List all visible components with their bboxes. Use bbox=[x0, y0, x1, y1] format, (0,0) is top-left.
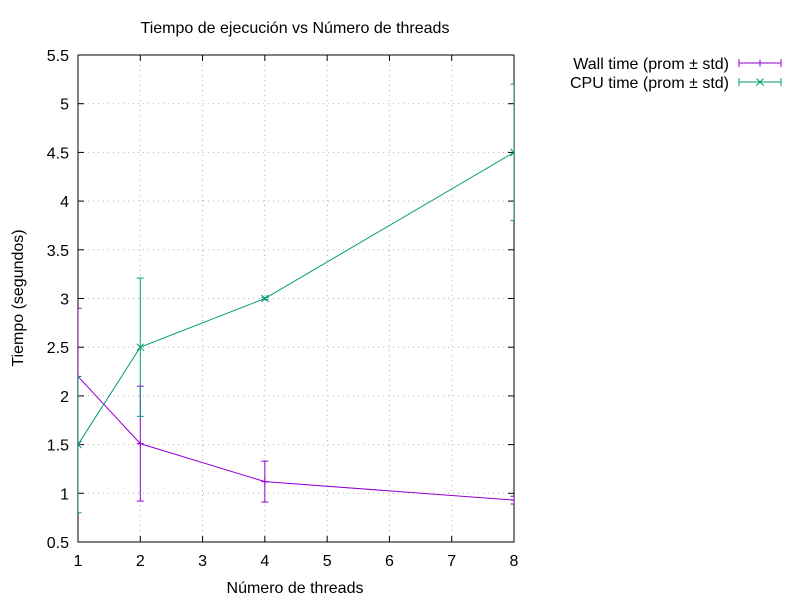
y-tick-label: 0.5 bbox=[47, 535, 69, 552]
marker-d2 bbox=[510, 151, 514, 157]
series-wall-time bbox=[78, 307, 514, 505]
legend-label: Wall time (prom ± std) bbox=[573, 56, 729, 73]
y-tick-label: 5.5 bbox=[47, 48, 69, 65]
marker-d2 bbox=[261, 294, 269, 303]
data-point bbox=[78, 440, 82, 449]
x-axis-title: Número de threads bbox=[227, 580, 364, 597]
y-axis-title: Tiempo (segundos) bbox=[10, 229, 27, 366]
y-tick-label: 1.5 bbox=[47, 438, 69, 455]
marker-d2 bbox=[136, 343, 145, 352]
error-bar bbox=[510, 495, 514, 505]
y-tick-label: 5 bbox=[60, 97, 69, 114]
error-bar bbox=[78, 375, 82, 514]
series-line bbox=[78, 151, 514, 445]
data-point bbox=[510, 496, 514, 504]
error-bar bbox=[510, 83, 514, 222]
series-cpu-time bbox=[78, 83, 514, 514]
legend: Wall time (prom ± std) CPU time (prom ± s… bbox=[570, 56, 782, 92]
grid bbox=[78, 55, 514, 542]
series-line bbox=[78, 376, 514, 501]
y-tick-label: 3 bbox=[60, 292, 69, 309]
x-tick-label: 6 bbox=[385, 553, 394, 570]
series bbox=[78, 83, 514, 514]
marker-d1 bbox=[78, 443, 82, 449]
x-tick-label: 7 bbox=[447, 553, 456, 570]
axis-ticks: 1 2 3 4 5 6 7 8 0.5 1 1.5 2 2.5 3 3.5 4 4.5 5 5.5 bbox=[47, 48, 519, 570]
legend-entry: CPU time (prom ± std) bbox=[570, 75, 782, 92]
x-tick-label: 8 bbox=[510, 553, 519, 570]
y-tick-label: 3.5 bbox=[47, 243, 69, 260]
data-point bbox=[261, 478, 269, 486]
y-tick-label: 2.5 bbox=[47, 340, 69, 357]
data-point bbox=[261, 294, 269, 303]
y-tick-label: 4.5 bbox=[47, 145, 69, 162]
legend-marker bbox=[756, 59, 764, 67]
marker-d1 bbox=[510, 148, 514, 154]
x-tick-label: 2 bbox=[136, 553, 145, 570]
data-point bbox=[136, 343, 145, 352]
x-tick-label: 1 bbox=[74, 553, 83, 570]
chart-title: Tiempo de ejecución vs Número de threads bbox=[141, 20, 450, 37]
marker-d2 bbox=[78, 440, 82, 446]
data-point bbox=[510, 148, 514, 157]
legend-entry: Wall time (prom ± std) bbox=[573, 56, 782, 73]
data-point bbox=[136, 440, 144, 448]
y-tick-label: 4 bbox=[60, 194, 69, 211]
legend-label: CPU time (prom ± std) bbox=[570, 75, 729, 92]
x-tick-label: 3 bbox=[198, 553, 207, 570]
x-tick-label: 5 bbox=[323, 553, 332, 570]
error-bar bbox=[78, 307, 82, 446]
legend-marker-d2 bbox=[756, 78, 764, 86]
y-tick-label: 2 bbox=[60, 389, 69, 406]
x-tick-label: 4 bbox=[260, 553, 269, 570]
legend-marker bbox=[756, 78, 764, 86]
y-tick-label: 1 bbox=[60, 486, 69, 503]
